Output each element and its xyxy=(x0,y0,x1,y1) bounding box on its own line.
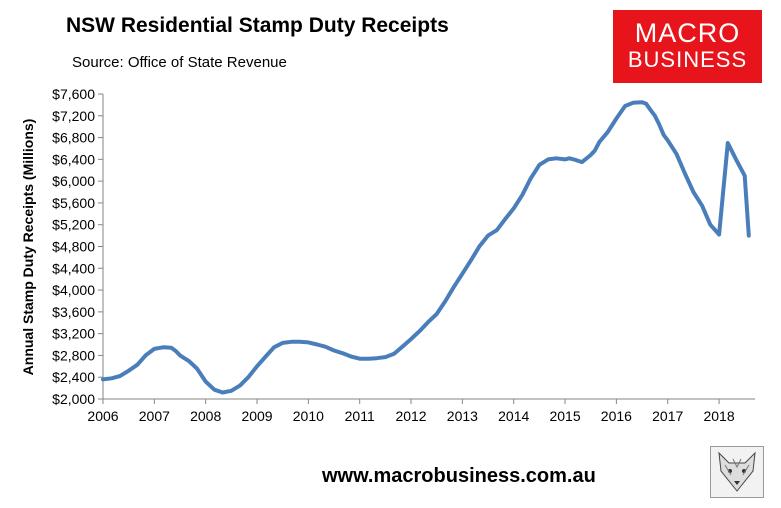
chart-title: NSW Residential Stamp Duty Receipts xyxy=(66,14,449,37)
x-tick-label: 2012 xyxy=(395,408,426,424)
x-tick-label: 2008 xyxy=(190,408,221,424)
y-tick-label: $7,600 xyxy=(52,86,95,102)
y-tick-label: $2,000 xyxy=(52,391,95,407)
y-tick-label: $4,000 xyxy=(52,282,95,298)
chart-source: Source: Office of State Revenue xyxy=(72,54,287,71)
logo-line-2: BUSINESS xyxy=(627,47,748,72)
x-tick-label: 2018 xyxy=(703,408,734,424)
y-tick-label: $6,800 xyxy=(52,130,95,146)
series-group xyxy=(101,100,751,395)
fox-mascot-icon xyxy=(710,446,764,498)
footer-url[interactable]: www.macrobusiness.com.au xyxy=(322,465,596,487)
x-axis-ticks: 2006 2007 2008 2009 2010 2011 2012 2013 2014 2015… xyxy=(87,399,735,424)
y-tick-label: $3,600 xyxy=(52,304,95,320)
x-tick-label: 2011 xyxy=(345,408,375,424)
y-axis-ticks: $2,000 $2,400 $2,800 $3,200 $3,600 $4,000 $4,4… xyxy=(52,86,103,407)
y-tick-label: $4,800 xyxy=(52,239,95,255)
y-tick-label: $2,800 xyxy=(52,347,95,363)
y-tick-label: $5,600 xyxy=(52,195,95,211)
chart-axes xyxy=(102,94,755,400)
y-axis-label: Annual Stamp Duty Receipts (Millions) xyxy=(20,119,36,376)
y-tick-label: $7,200 xyxy=(52,108,95,124)
x-tick-label: 2017 xyxy=(652,408,683,424)
series-line xyxy=(101,100,751,395)
y-tick-label: $5,200 xyxy=(52,217,95,233)
y-tick-label: $6,000 xyxy=(52,173,95,189)
x-tick-label: 2006 xyxy=(87,408,118,424)
y-tick-label: $3,200 xyxy=(52,326,95,342)
x-tick-label: 2014 xyxy=(498,408,529,424)
x-tick-label: 2010 xyxy=(293,408,324,424)
x-tick-label: 2013 xyxy=(447,408,478,424)
logo-line-1: MACRO xyxy=(634,18,741,48)
y-tick-label: $2,400 xyxy=(52,369,95,385)
macrobusiness-logo[interactable]: MACRO BUSINESS xyxy=(613,10,762,83)
x-tick-label: 2016 xyxy=(601,408,632,424)
x-tick-label: 2007 xyxy=(139,408,170,424)
x-tick-label: 2015 xyxy=(549,408,580,424)
y-tick-label: $6,400 xyxy=(52,151,95,167)
y-tick-label: $4,400 xyxy=(52,260,95,276)
x-tick-label: 2009 xyxy=(241,408,272,424)
